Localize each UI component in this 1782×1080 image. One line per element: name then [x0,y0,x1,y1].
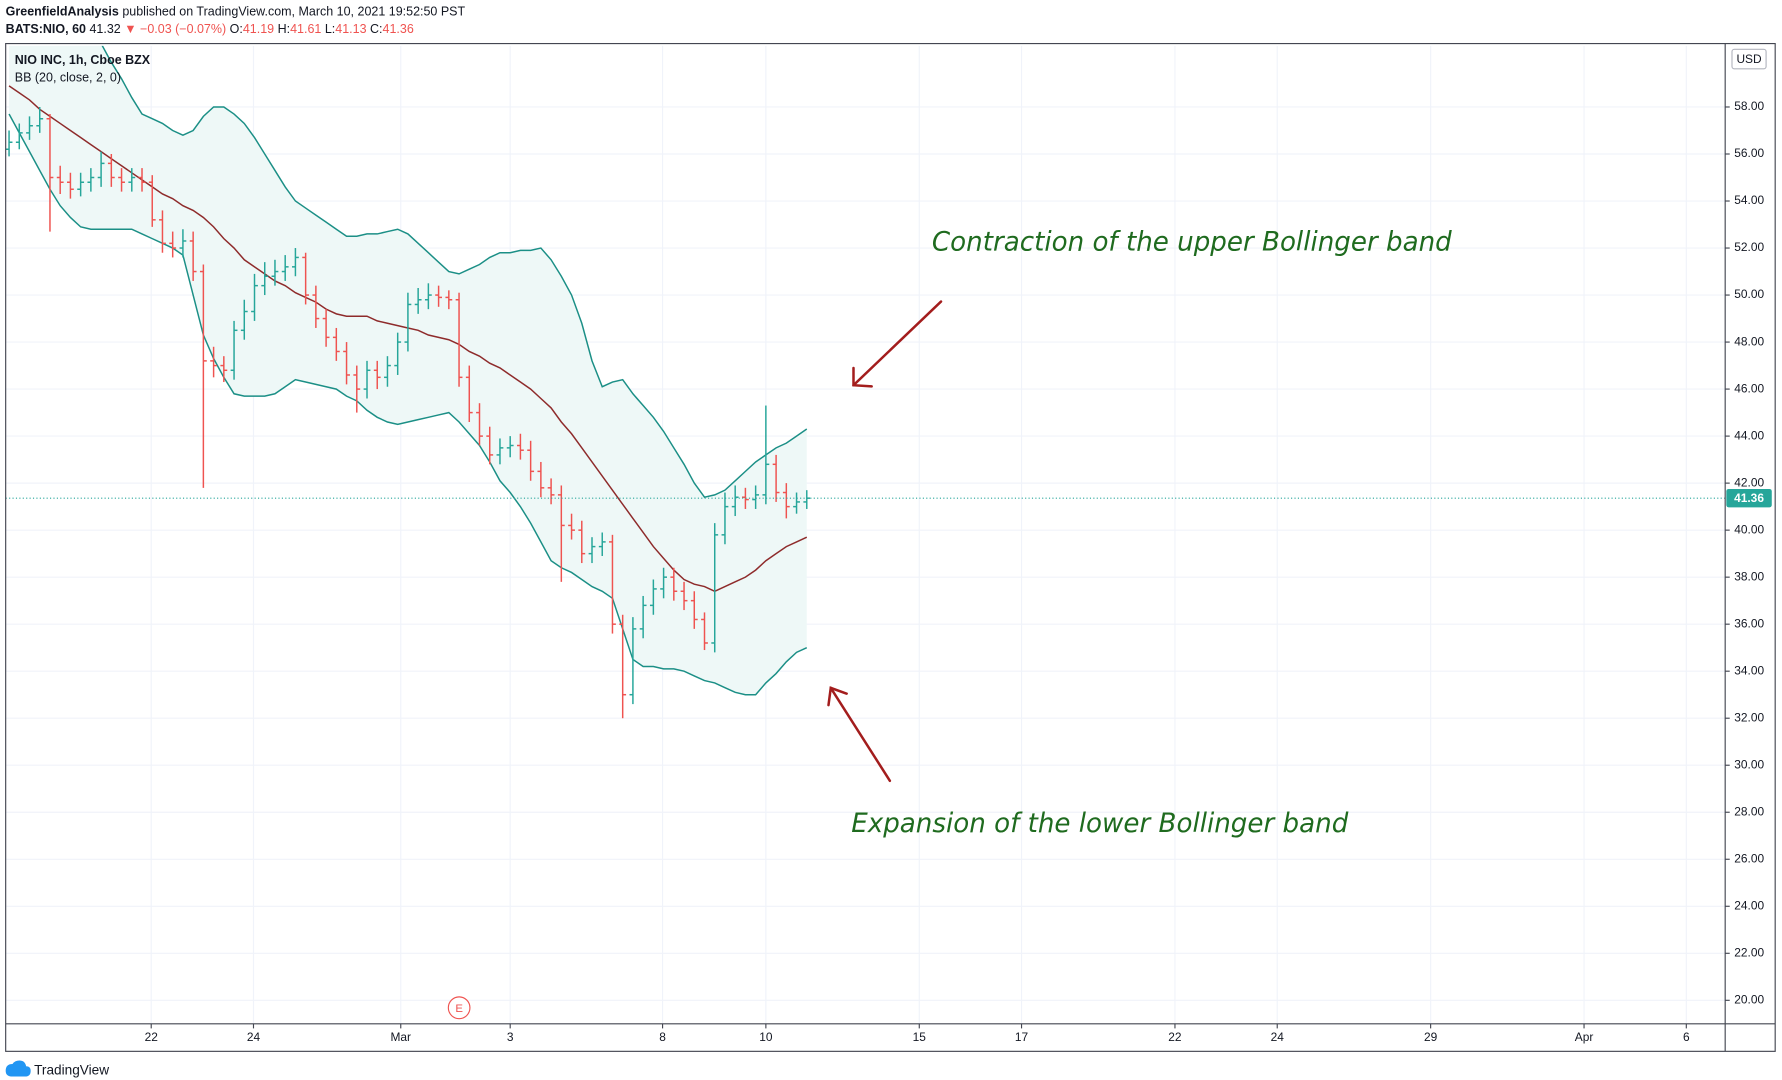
ohlc-value: 41.36 [383,22,414,36]
published: published on TradingView.com, March 10, … [122,5,465,19]
y-tick-label: 38.00 [1734,569,1764,583]
indicator-label: BB (20, close, 2, 0) [15,70,121,84]
x-tick-label: 29 [1424,1030,1438,1044]
y-tick-label: 40.00 [1734,522,1764,536]
x-tick-label: 10 [759,1030,773,1044]
plot [5,45,1726,719]
ohlc-value: 41.61 [290,22,321,36]
y-tick-label: 48.00 [1734,334,1764,348]
y-tick-label: 22.00 [1734,945,1764,959]
x-tick-label: 22 [1168,1030,1182,1044]
x-tick-label: 6 [1683,1030,1690,1044]
ohlc-value: 41.13 [335,22,366,36]
arrow [829,686,892,783]
x-tick-label: 17 [1015,1030,1029,1044]
y-tick-label: 24.00 [1734,898,1764,912]
frame [5,42,1776,1052]
annotation: Contraction of the upper Bollinger band [932,227,1452,257]
y-tick-label: 44.00 [1734,428,1764,442]
band-fill [9,45,807,695]
ohlc-label: C: [370,22,383,36]
ohlc-label: L: [325,22,335,36]
y-tick-label: 50.00 [1734,287,1764,301]
publisher: GreenfieldAnalysis [6,5,119,19]
publish-line: GreenfieldAnalysis published on TradingV… [6,5,466,19]
band-line [8,113,808,696]
ohlc-value: 41.19 [243,22,274,36]
grid [5,45,1726,1024]
x-tick-label: 22 [145,1030,159,1044]
x-tick-label: 15 [913,1030,927,1044]
ohlc-label: H: [278,22,291,36]
brand: TradingView [34,1062,109,1077]
x-tick-label: 3 [507,1030,514,1044]
brand-logo [5,1060,31,1077]
x-tick-label: Mar [390,1030,411,1044]
arrow-head [827,686,848,707]
arrow [852,300,943,387]
event-label: E [455,1003,463,1015]
chart-title: NIO INC, 1h, Cboe BZX [15,53,151,67]
x-tick-label: 8 [659,1030,666,1044]
y-tick-label: 32.00 [1734,710,1764,724]
y-tick-label: 34.00 [1734,663,1764,677]
y-tick-label: 42.00 [1734,475,1764,489]
annotation: Expansion of the lower Bollinger band [851,809,1348,839]
y-tick-label: 46.00 [1734,381,1764,395]
quote-line: BATS:NIO, 60 41.32 ▼ −0.03 (−0.07%) O:41… [6,22,414,36]
x-tick-label: Apr [1575,1030,1594,1044]
y-tick-label: 26.00 [1734,851,1764,865]
event-marker[interactable] [447,996,471,1020]
currency: USD [1736,52,1762,66]
ohlc-label: O: [230,22,243,36]
y-tick-label: 54.00 [1734,193,1764,207]
last-price-box [1726,488,1772,508]
last-price-label: 41.36 [1734,491,1764,505]
x-tick-label: 24 [247,1030,261,1044]
y-tick-label: 20.00 [1734,992,1764,1006]
y-tick-label: 28.00 [1734,804,1764,818]
arrows [827,300,943,783]
y-tick-label: 36.00 [1734,616,1764,630]
y-tick-label: 56.00 [1734,146,1764,160]
y-tick-label: 58.00 [1734,99,1764,113]
price: 41.32 [89,22,120,36]
x-tick-label: 24 [1271,1030,1285,1044]
y-tick-label: 52.00 [1734,240,1764,254]
y-tick-label: 30.00 [1734,757,1764,771]
currency-box[interactable] [1731,48,1767,70]
arrow-head [852,366,873,388]
symbol: BATS:NIO, 60 [6,22,86,36]
change: ▼ −0.03 (−0.07%) [124,22,226,36]
band-line [101,45,808,499]
